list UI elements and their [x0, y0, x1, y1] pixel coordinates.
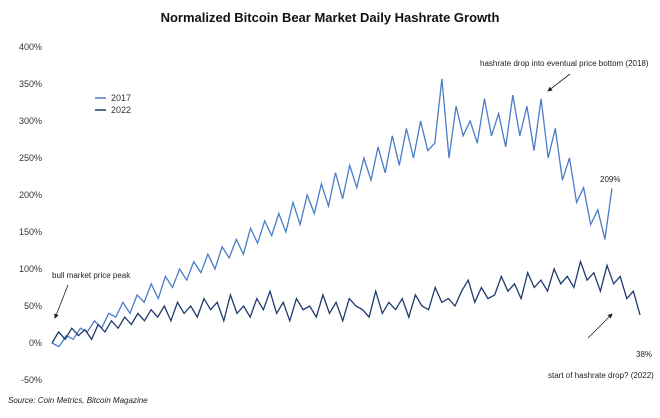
y-tick-label: 400%	[19, 42, 42, 52]
y-tick-label: 350%	[19, 79, 42, 89]
chart-title: Normalized Bitcoin Bear Market Daily Has…	[160, 10, 500, 25]
y-tick-label: 250%	[19, 153, 42, 163]
arrow-bull-peak	[54, 284, 69, 319]
arrow-drop-2018	[547, 73, 571, 92]
annotation-drop-2018: hashrate drop into eventual price bottom…	[480, 59, 649, 68]
y-tick-label: 200%	[19, 190, 42, 200]
y-tick-label: 100%	[19, 264, 42, 274]
legend-label-2017: 2017	[111, 93, 131, 103]
y-tick-label: 0%	[29, 338, 42, 348]
y-tick-label: -50%	[21, 375, 42, 385]
y-tick-label: 300%	[19, 116, 42, 126]
y-tick-label: 150%	[19, 227, 42, 237]
annotation-drop-2022: start of hashrate drop? (2022)	[548, 371, 654, 380]
legend: 2017 2022	[95, 93, 131, 115]
y-tick-label: 50%	[24, 301, 42, 311]
end-label-2017: 209%	[600, 175, 620, 184]
end-label-2022: 38%	[636, 350, 652, 359]
series-line-2022	[51, 259, 641, 344]
source-note: Source: Coin Metrics, Bitcoin Magazine	[8, 396, 148, 405]
annotation-bull-peak: bull market price peak	[52, 271, 131, 280]
arrow-drop-2022	[587, 313, 613, 339]
series-line-2017	[51, 78, 613, 348]
legend-label-2022: 2022	[111, 105, 131, 115]
